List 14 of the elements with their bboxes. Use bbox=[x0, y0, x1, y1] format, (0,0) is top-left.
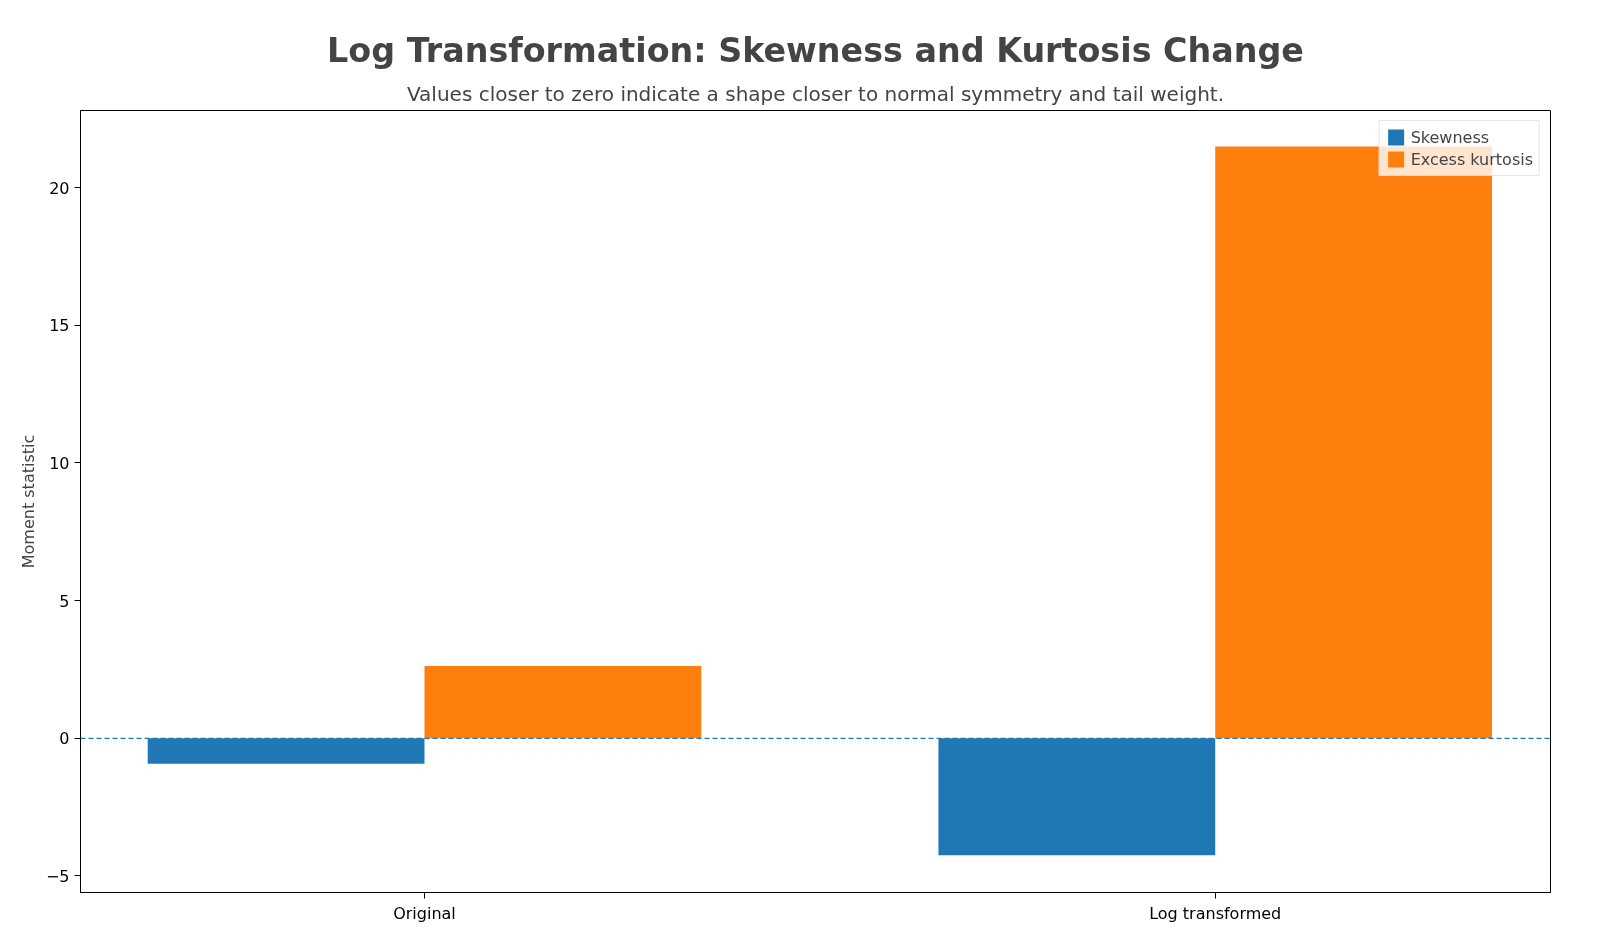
y-tick-label: 5 bbox=[59, 591, 70, 611]
chart-subtitle: Values closer to zero indicate a shape closer to normal symmetry and tail weight. bbox=[406, 81, 1225, 106]
legend-label: Excess kurtosis bbox=[1410, 149, 1533, 169]
chart-title: Log Transformation: Skewness and Kurtosis Change bbox=[327, 30, 1304, 70]
bar bbox=[424, 665, 702, 739]
y-tick-label: −5 bbox=[45, 866, 70, 886]
y-tick-label: 0 bbox=[59, 729, 70, 749]
y-tick-label: 20 bbox=[49, 178, 70, 198]
legend-label: Skewness bbox=[1410, 127, 1490, 147]
y-tick-label: 15 bbox=[49, 316, 70, 336]
y-tick-label: 10 bbox=[49, 453, 70, 473]
x-tick-label: Original bbox=[393, 903, 456, 923]
x-tick-label: Log transformed bbox=[1149, 903, 1282, 923]
y-axis-title: Moment statistic bbox=[18, 434, 38, 569]
